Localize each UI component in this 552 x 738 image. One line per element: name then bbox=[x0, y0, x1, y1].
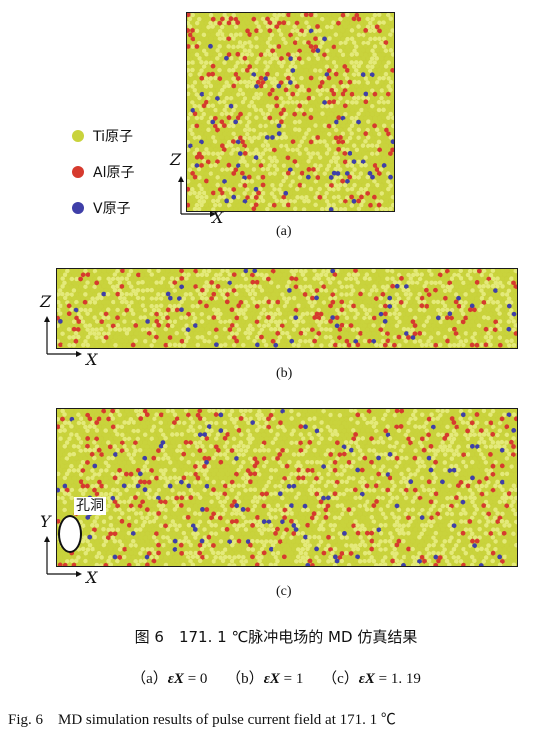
legend-label-v: V原子 bbox=[93, 201, 131, 217]
caption-c-prefix: （c） bbox=[322, 671, 359, 687]
legend-item-al: Al原子 bbox=[72, 154, 134, 190]
axis-arrows-icon bbox=[44, 316, 82, 357]
ti-dot-icon bbox=[72, 130, 84, 142]
caption-a-eps: εX bbox=[167, 671, 184, 687]
atom-field-c bbox=[57, 409, 517, 566]
caption-b-eps: εX bbox=[263, 671, 280, 687]
v-dot-icon bbox=[72, 202, 84, 214]
legend-label-al: Al原子 bbox=[93, 165, 135, 181]
legend-item-ti: Ti原子 bbox=[72, 118, 134, 154]
panel-label-c: (c) bbox=[276, 584, 292, 599]
caption-b-prefix: （b） bbox=[226, 671, 264, 687]
atom-field-a bbox=[187, 13, 394, 211]
md-panel-c bbox=[56, 408, 518, 567]
axis-label-c-x: X bbox=[86, 568, 98, 587]
legend-label-ti: Ti原子 bbox=[93, 129, 134, 145]
panel-label-b: (b) bbox=[276, 366, 293, 381]
axis-arrows-icon bbox=[178, 176, 216, 217]
caption-chinese: 图 6 171. 1 ℃脉冲电场的 MD 仿真结果 bbox=[134, 628, 418, 646]
axes-b bbox=[44, 316, 84, 362]
caption-english: Fig. 6 MD simulation results of pulse cu… bbox=[8, 712, 396, 728]
axis-label-c-y: Y bbox=[40, 512, 51, 531]
caption-a-prefix: （a） bbox=[131, 671, 168, 687]
panel-label-a: (a) bbox=[276, 224, 292, 239]
caption-a-value: = 0 bbox=[187, 671, 208, 687]
atom-legend: Ti原子 Al原子 V原子 bbox=[72, 118, 134, 226]
axes-a bbox=[178, 176, 218, 222]
caption-c-eps: εX bbox=[358, 671, 375, 687]
legend-item-v: V原子 bbox=[72, 190, 134, 226]
caption-c-value: = 1. 19 bbox=[378, 671, 421, 687]
al-dot-icon bbox=[72, 166, 84, 178]
md-panel-a bbox=[186, 12, 395, 212]
axes-c bbox=[44, 536, 84, 582]
axis-label-a-z: Z bbox=[170, 150, 182, 169]
md-panel-b bbox=[56, 268, 518, 349]
axis-arrows-icon bbox=[44, 536, 82, 577]
caption-b-value: = 1 bbox=[283, 671, 304, 687]
hole-annotation: 孔洞 bbox=[74, 497, 106, 515]
hole-marker bbox=[58, 515, 82, 553]
atom-field-b bbox=[57, 269, 517, 348]
caption-subcases: （a）εX = 0 （b）εX = 1 （c）εX = 1. 19 bbox=[0, 667, 552, 688]
axis-label-b-x: X bbox=[86, 350, 98, 369]
axis-label-a-x: X bbox=[212, 208, 224, 227]
axis-label-b-z: Z bbox=[40, 292, 52, 311]
